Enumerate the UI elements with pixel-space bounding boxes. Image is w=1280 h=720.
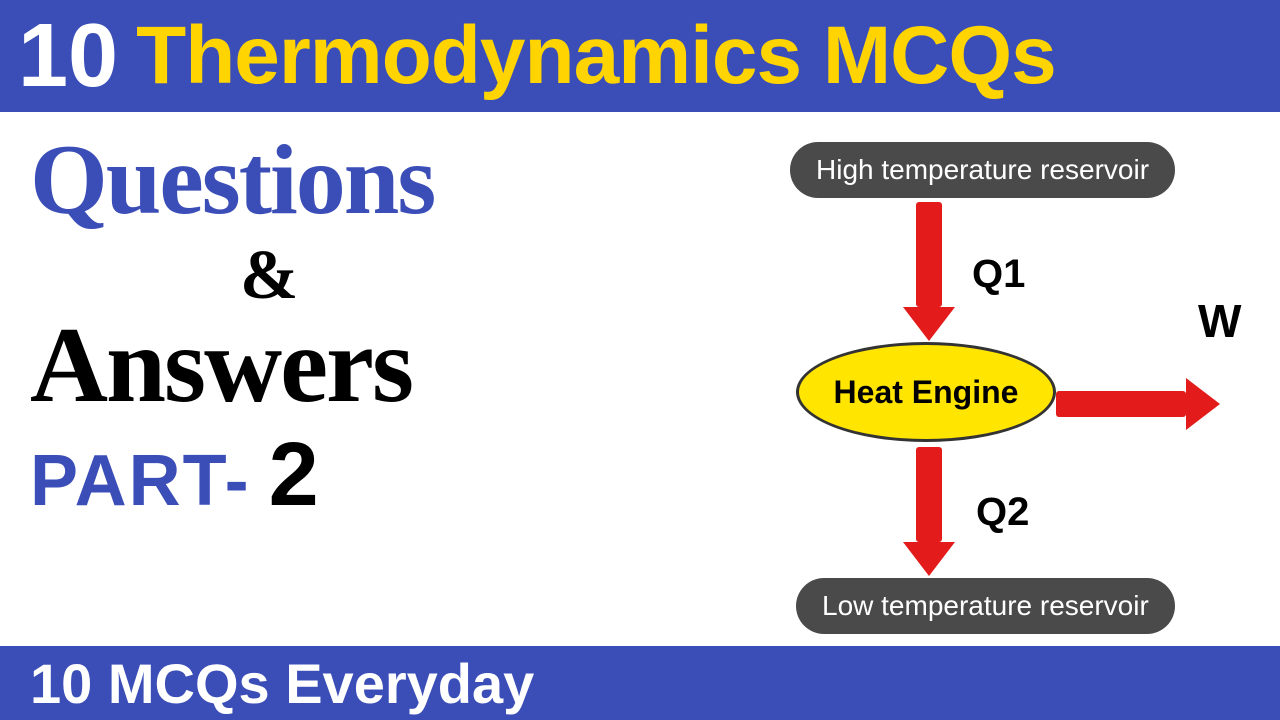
ampersand: & xyxy=(30,236,680,316)
q2-label: Q2 xyxy=(976,490,1029,535)
low-temp-reservoir: Low temperature reservoir xyxy=(796,578,1175,634)
heat-engine-label: Heat Engine xyxy=(834,374,1019,411)
heat-engine-node: Heat Engine xyxy=(796,342,1056,442)
part-row: PART- 2 xyxy=(30,430,680,522)
part-label: PART- xyxy=(30,440,251,522)
footer-bar: 10 MCQs Everyday xyxy=(0,646,1280,720)
questions-heading: Questions xyxy=(30,130,680,230)
heat-engine-diagram: High temperature reservoir Q1 Heat Engin… xyxy=(720,142,1240,632)
answers-heading: Answers xyxy=(30,312,680,420)
arrow-q2-icon xyxy=(916,447,955,576)
q1-label: Q1 xyxy=(972,252,1025,297)
part-number: 2 xyxy=(269,430,319,520)
w-label: W xyxy=(1198,294,1241,348)
header-title: Thermodynamics MCQs xyxy=(136,15,1056,97)
main-content: Questions & Answers PART- 2 High tempera… xyxy=(0,112,1280,646)
footer-text: 10 MCQs Everyday xyxy=(30,651,534,716)
header-number: 10 xyxy=(18,11,118,101)
high-temp-reservoir: High temperature reservoir xyxy=(790,142,1175,198)
left-text-column: Questions & Answers PART- 2 xyxy=(0,112,680,646)
arrow-w-icon xyxy=(1056,378,1220,430)
arrow-q1-icon xyxy=(916,202,955,341)
header-bar: 10 Thermodynamics MCQs xyxy=(0,0,1280,112)
diagram-column: High temperature reservoir Q1 Heat Engin… xyxy=(680,112,1280,646)
